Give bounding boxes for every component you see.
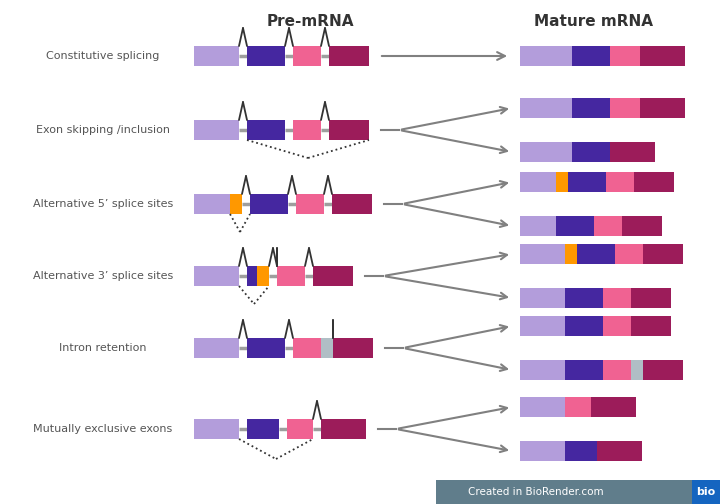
- Bar: [247, 419, 279, 439]
- Bar: [565, 360, 603, 380]
- Bar: [565, 397, 591, 417]
- Bar: [332, 194, 372, 214]
- Bar: [194, 194, 230, 214]
- Bar: [277, 266, 305, 286]
- Bar: [565, 316, 603, 336]
- Bar: [247, 338, 285, 358]
- Bar: [640, 46, 685, 66]
- Bar: [572, 46, 610, 66]
- Bar: [520, 172, 556, 192]
- Bar: [293, 338, 321, 358]
- Text: Alternative 5’ splice sites: Alternative 5’ splice sites: [33, 199, 173, 209]
- Bar: [622, 216, 662, 236]
- Bar: [572, 98, 610, 118]
- Text: Intron retention: Intron retention: [59, 343, 147, 353]
- Bar: [565, 288, 603, 308]
- Bar: [520, 316, 565, 336]
- Bar: [603, 288, 631, 308]
- Bar: [333, 338, 373, 358]
- Bar: [520, 216, 556, 236]
- Bar: [597, 441, 642, 461]
- Bar: [692, 480, 720, 504]
- Bar: [313, 266, 353, 286]
- Text: Mature mRNA: Mature mRNA: [534, 14, 652, 29]
- Bar: [257, 266, 269, 286]
- Bar: [610, 98, 640, 118]
- Bar: [520, 98, 572, 118]
- Text: Constitutive splicing: Constitutive splicing: [46, 51, 160, 61]
- Bar: [643, 360, 683, 380]
- Bar: [194, 266, 239, 286]
- Bar: [321, 419, 366, 439]
- Bar: [556, 216, 594, 236]
- Bar: [247, 266, 257, 286]
- Bar: [565, 244, 577, 264]
- Bar: [577, 244, 615, 264]
- Bar: [293, 120, 321, 140]
- Bar: [520, 441, 565, 461]
- Text: Pre-mRNA: Pre-mRNA: [266, 14, 354, 29]
- Bar: [329, 120, 369, 140]
- Bar: [610, 142, 655, 162]
- Bar: [568, 172, 606, 192]
- Text: bio: bio: [696, 487, 716, 497]
- Bar: [634, 172, 674, 192]
- Bar: [520, 360, 565, 380]
- Bar: [436, 480, 720, 504]
- Bar: [603, 360, 631, 380]
- Bar: [230, 194, 242, 214]
- Bar: [565, 441, 597, 461]
- Bar: [640, 98, 685, 118]
- Bar: [296, 194, 324, 214]
- Bar: [603, 316, 631, 336]
- Bar: [247, 46, 285, 66]
- Bar: [520, 244, 565, 264]
- Bar: [520, 397, 565, 417]
- Bar: [287, 419, 313, 439]
- Bar: [520, 288, 565, 308]
- Bar: [631, 360, 643, 380]
- Bar: [556, 172, 568, 192]
- Bar: [520, 142, 572, 162]
- Bar: [247, 120, 285, 140]
- Bar: [594, 216, 622, 236]
- Bar: [194, 46, 239, 66]
- Bar: [329, 46, 369, 66]
- Bar: [643, 244, 683, 264]
- Bar: [520, 46, 572, 66]
- Bar: [293, 46, 321, 66]
- Text: Created in BioRender.com: Created in BioRender.com: [468, 487, 604, 497]
- Bar: [194, 419, 239, 439]
- Bar: [250, 194, 288, 214]
- Bar: [194, 338, 239, 358]
- Bar: [606, 172, 634, 192]
- Bar: [572, 142, 610, 162]
- Bar: [194, 120, 239, 140]
- Bar: [631, 288, 671, 308]
- Bar: [631, 316, 671, 336]
- Bar: [321, 338, 333, 358]
- Text: Alternative 3’ splice sites: Alternative 3’ splice sites: [33, 271, 173, 281]
- Bar: [610, 46, 640, 66]
- Text: Mutually exclusive exons: Mutually exclusive exons: [33, 424, 173, 434]
- Text: Exon skipping /inclusion: Exon skipping /inclusion: [36, 125, 170, 135]
- Bar: [591, 397, 636, 417]
- Bar: [615, 244, 643, 264]
